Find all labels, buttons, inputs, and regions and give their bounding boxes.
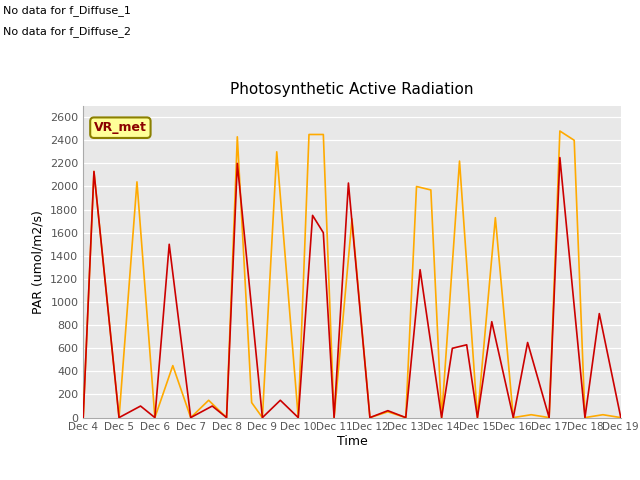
X-axis label: Time: Time [337, 435, 367, 448]
Y-axis label: PAR (umol/m2/s): PAR (umol/m2/s) [31, 210, 45, 313]
Title: Photosynthetic Active Radiation: Photosynthetic Active Radiation [230, 83, 474, 97]
Text: VR_met: VR_met [94, 121, 147, 134]
Text: No data for f_Diffuse_2: No data for f_Diffuse_2 [3, 26, 131, 37]
Text: No data for f_Diffuse_1: No data for f_Diffuse_1 [3, 5, 131, 16]
